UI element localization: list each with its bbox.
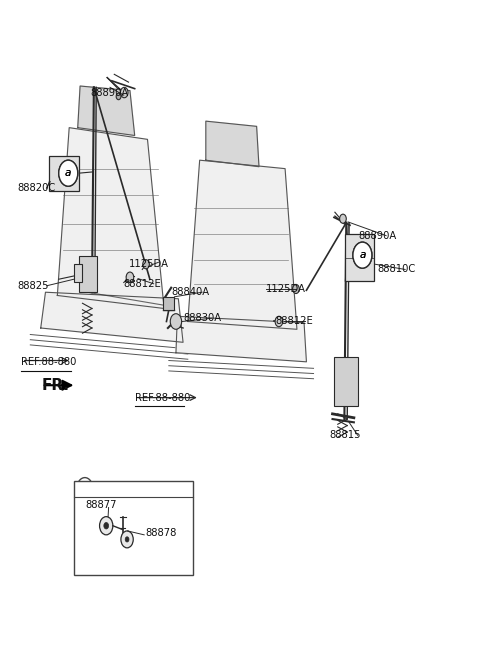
Bar xyxy=(163,297,174,310)
Bar xyxy=(74,481,192,575)
Circle shape xyxy=(104,522,108,529)
Circle shape xyxy=(116,93,121,100)
Circle shape xyxy=(170,314,181,329)
Circle shape xyxy=(77,478,93,500)
Bar xyxy=(79,256,96,292)
Circle shape xyxy=(121,531,133,548)
Text: REF.88-880: REF.88-880 xyxy=(135,392,190,403)
Bar xyxy=(74,264,83,283)
Circle shape xyxy=(125,537,129,542)
Circle shape xyxy=(353,242,372,268)
Text: 88877: 88877 xyxy=(86,500,117,510)
Circle shape xyxy=(126,272,134,283)
Circle shape xyxy=(59,160,78,186)
Text: a: a xyxy=(359,250,366,260)
Text: 88840A: 88840A xyxy=(171,287,209,297)
Text: a: a xyxy=(65,168,72,178)
Text: a: a xyxy=(359,250,366,260)
Text: a: a xyxy=(65,168,72,178)
Circle shape xyxy=(275,316,283,327)
Text: 88810C: 88810C xyxy=(378,264,416,274)
Polygon shape xyxy=(41,292,183,342)
Bar xyxy=(345,234,374,281)
Text: 1125DA: 1125DA xyxy=(266,284,306,294)
Polygon shape xyxy=(57,128,164,308)
Text: 88812E: 88812E xyxy=(124,279,161,289)
Text: 1125DA: 1125DA xyxy=(129,259,168,269)
Circle shape xyxy=(143,260,149,269)
Text: 88890A: 88890A xyxy=(359,231,397,241)
Text: a: a xyxy=(82,483,88,494)
Polygon shape xyxy=(206,121,259,167)
Text: 88812E: 88812E xyxy=(276,316,313,327)
Text: 88890A: 88890A xyxy=(91,87,129,98)
Circle shape xyxy=(353,242,372,268)
Text: 88825: 88825 xyxy=(17,281,48,291)
Polygon shape xyxy=(176,316,306,362)
Bar xyxy=(334,358,358,406)
Polygon shape xyxy=(78,86,135,136)
Text: 88820C: 88820C xyxy=(17,183,55,193)
Circle shape xyxy=(293,285,300,293)
Text: 88815: 88815 xyxy=(329,430,360,440)
Circle shape xyxy=(120,87,128,98)
Bar xyxy=(49,155,79,192)
Text: 88878: 88878 xyxy=(145,528,177,538)
Circle shape xyxy=(99,517,113,535)
Text: FR.: FR. xyxy=(42,378,70,393)
Text: REF.88-880: REF.88-880 xyxy=(21,358,76,367)
Text: 88830A: 88830A xyxy=(183,314,221,323)
Circle shape xyxy=(59,160,78,186)
Polygon shape xyxy=(188,160,297,329)
Circle shape xyxy=(340,214,346,223)
